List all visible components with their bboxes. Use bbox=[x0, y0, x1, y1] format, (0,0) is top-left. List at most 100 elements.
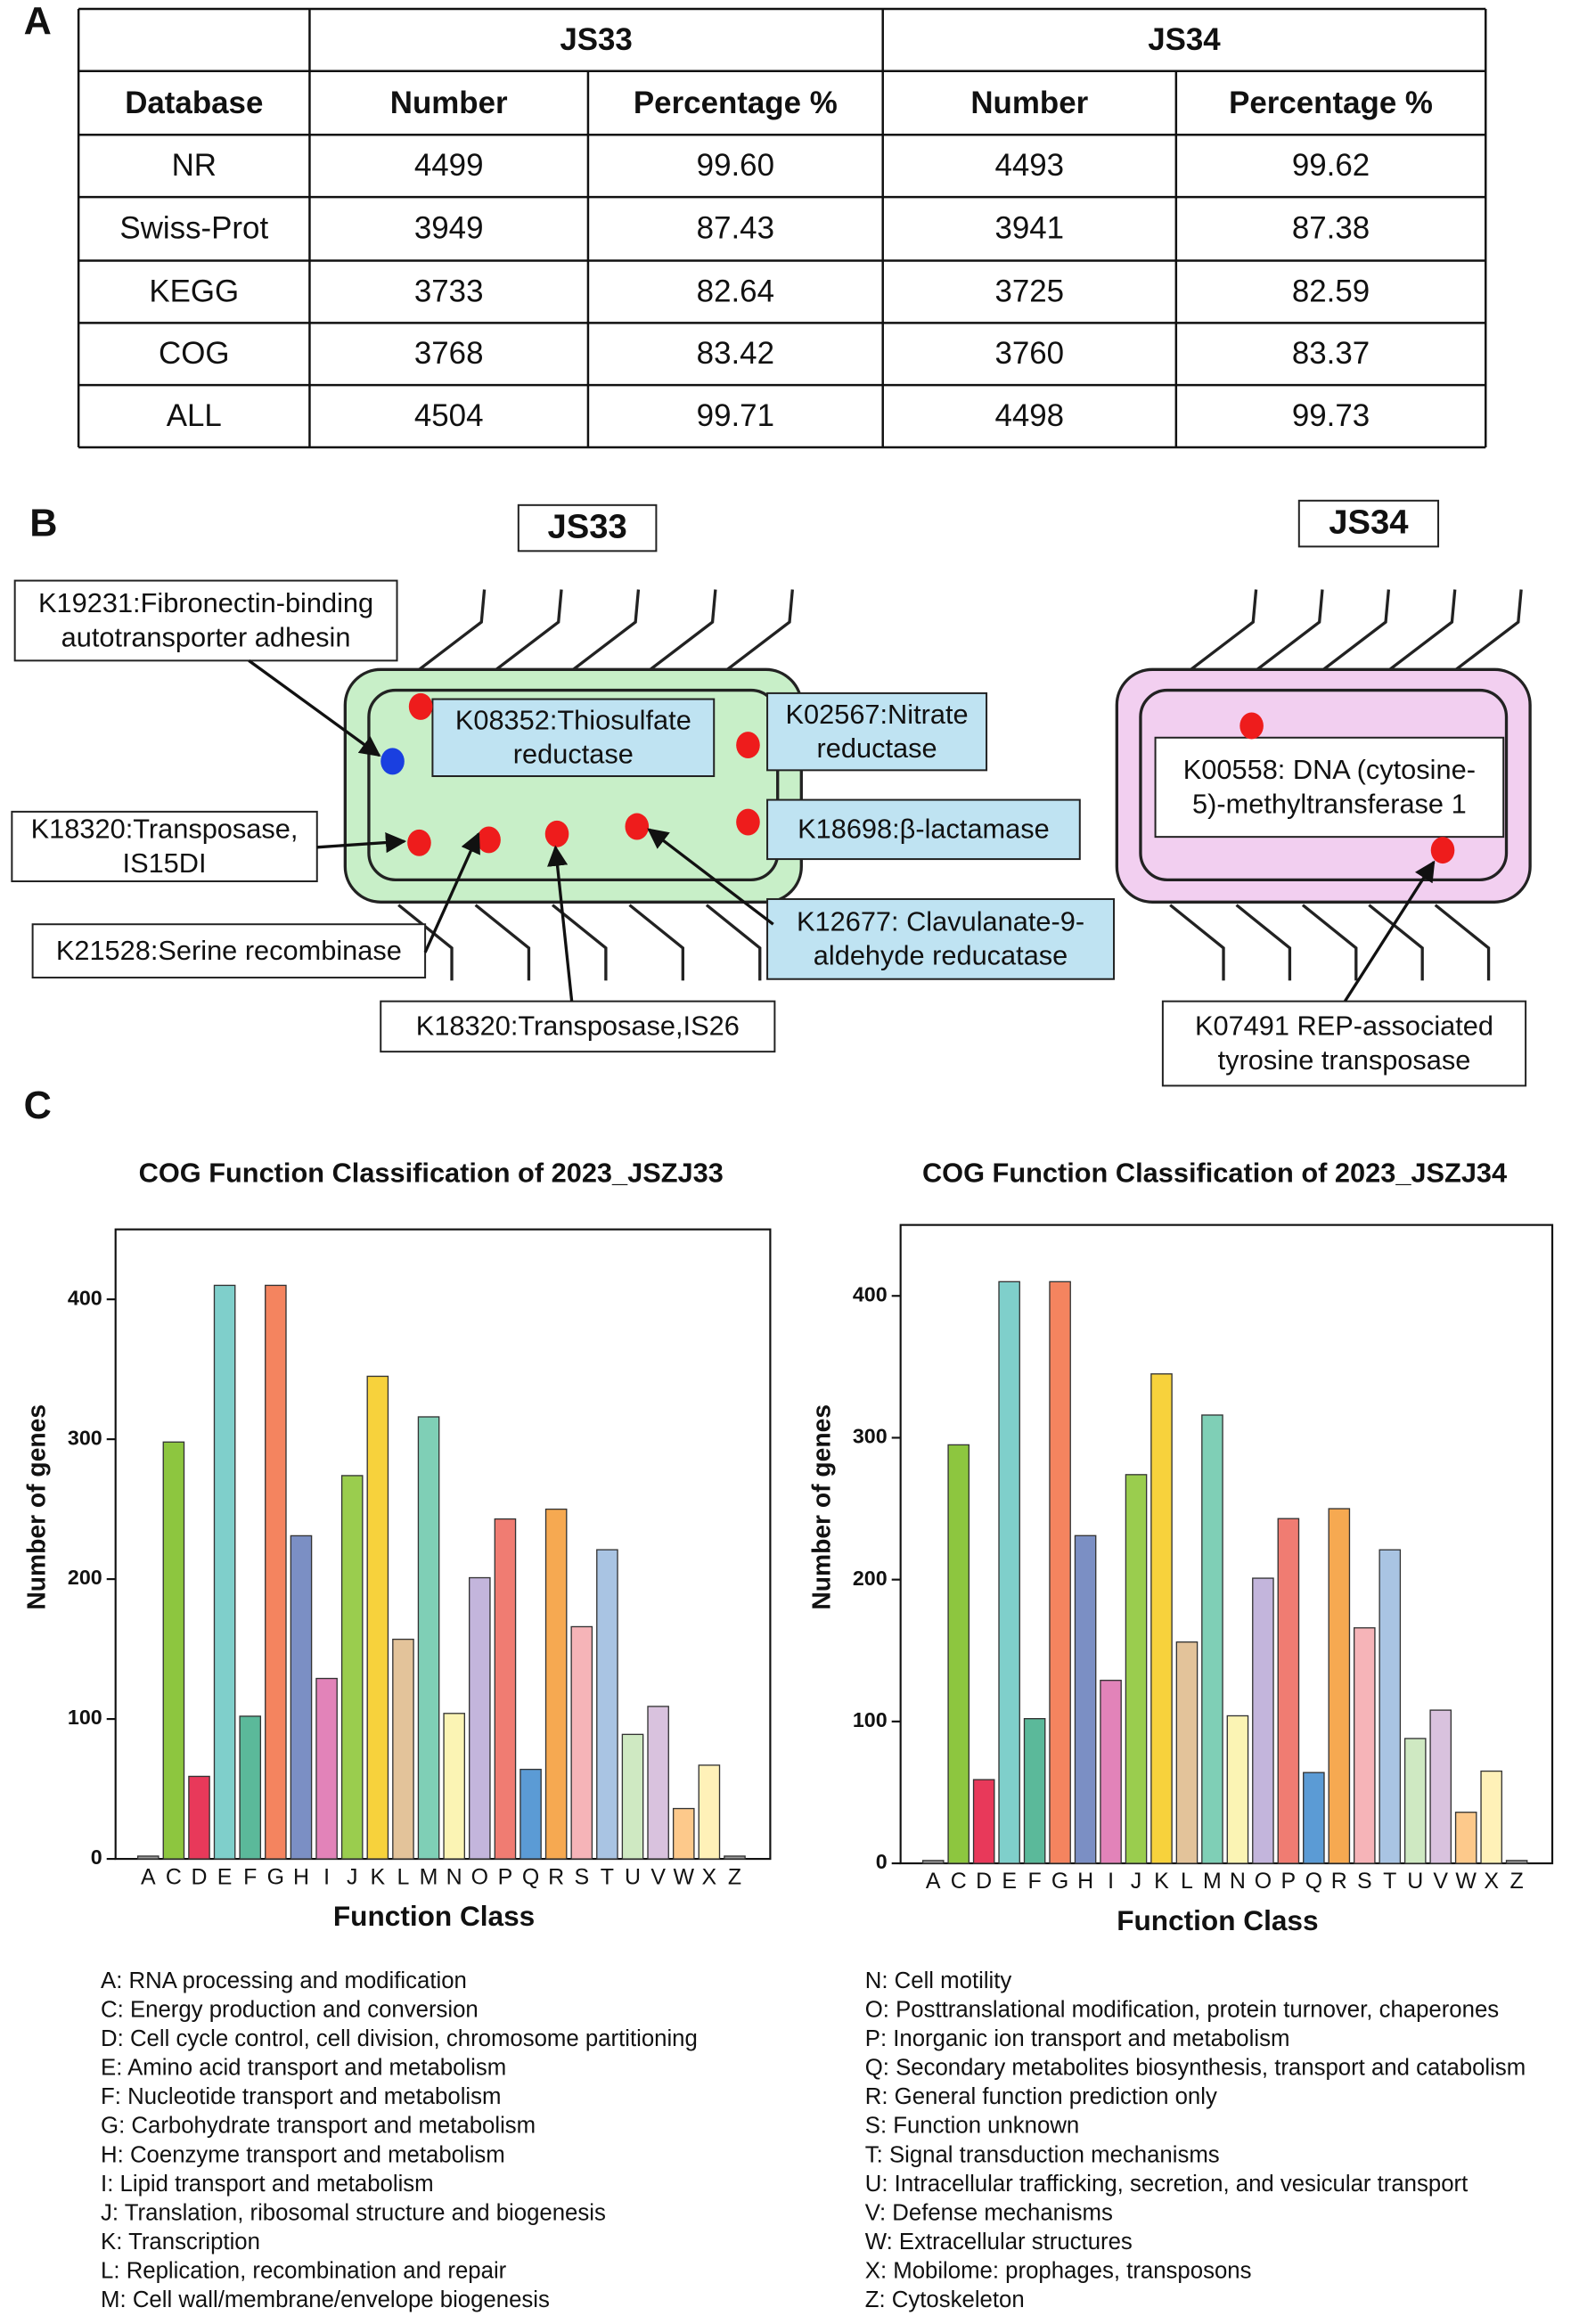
table-cell: 4498 bbox=[994, 398, 1064, 433]
annotation-text: K18698:β-lactamase bbox=[798, 814, 1050, 845]
panel-label: A bbox=[24, 0, 52, 43]
arrow bbox=[248, 659, 381, 757]
x-tick-label: U bbox=[625, 1864, 641, 1889]
y-tick-label: 100 bbox=[853, 1708, 888, 1731]
gene-dot bbox=[408, 692, 433, 720]
legend-entry: M: Cell wall/membrane/envelope biogenesi… bbox=[101, 2287, 550, 2312]
x-tick-label: P bbox=[498, 1864, 513, 1889]
legend-entry: T: Signal transduction mechanisms bbox=[865, 2142, 1220, 2167]
flagellum bbox=[1368, 904, 1424, 981]
x-tick-label: T bbox=[1383, 1869, 1396, 1894]
bar bbox=[417, 1416, 440, 1860]
x-tick-label: K bbox=[371, 1864, 386, 1889]
gene-dot bbox=[477, 826, 501, 854]
bar bbox=[494, 1518, 517, 1860]
gene-dot bbox=[1239, 712, 1264, 740]
bar bbox=[998, 1281, 1020, 1864]
annotation-text: K21528:Serine recombinase bbox=[56, 935, 402, 966]
x-tick-label: C bbox=[951, 1869, 967, 1894]
gene-dot bbox=[736, 732, 760, 759]
strain-name: JS34 bbox=[1329, 503, 1409, 542]
bar bbox=[1150, 1373, 1173, 1864]
flagellum bbox=[572, 589, 641, 671]
x-tick-label: D bbox=[192, 1864, 208, 1889]
bar bbox=[1303, 1772, 1325, 1864]
x-tick-label: U bbox=[1407, 1869, 1423, 1894]
bar bbox=[596, 1549, 618, 1860]
gene-dot bbox=[380, 748, 405, 775]
gene-dot bbox=[544, 820, 569, 847]
x-tick-label: R bbox=[1331, 1869, 1347, 1894]
annotation-box bbox=[1154, 736, 1505, 839]
table-cell: 83.42 bbox=[697, 336, 774, 371]
bar bbox=[520, 1768, 542, 1860]
strain-name: JS33 bbox=[547, 508, 626, 546]
annotation-text: 5)-methyltransferase 1 bbox=[1192, 788, 1467, 819]
x-tick-label: J bbox=[1131, 1869, 1141, 1894]
bar bbox=[1480, 1770, 1502, 1864]
table-cell: 82.64 bbox=[697, 274, 774, 308]
flagellum bbox=[1388, 589, 1457, 671]
x-tick-label: W bbox=[1455, 1869, 1477, 1894]
flagellum bbox=[628, 904, 684, 981]
bar bbox=[570, 1625, 593, 1860]
annotation-box bbox=[431, 698, 716, 777]
arrow bbox=[1343, 860, 1436, 1002]
arrow bbox=[547, 845, 574, 1002]
annotation-text: K12677: Clavulanate-9- bbox=[797, 906, 1084, 937]
legend-entry: L: Replication, recombination and repair bbox=[101, 2259, 507, 2284]
panel-label: C bbox=[24, 1084, 52, 1127]
legend-entry: R: General function prediction only bbox=[865, 2084, 1217, 2109]
legend-entry: O: Posttranslational modification, prote… bbox=[865, 1997, 1499, 2022]
bar bbox=[1226, 1714, 1249, 1864]
x-tick-label: V bbox=[650, 1864, 666, 1889]
annotation-text: reductase bbox=[513, 739, 634, 770]
legend-entry: K: Transcription bbox=[101, 2230, 260, 2254]
annotation-text: aldehyde reducatase bbox=[814, 940, 1068, 971]
table-cell: Swiss-Prot bbox=[119, 211, 268, 246]
bar bbox=[162, 1441, 185, 1860]
plot-frame bbox=[899, 1223, 1554, 1865]
flagellum bbox=[1190, 589, 1258, 671]
flagellum bbox=[418, 589, 487, 671]
legend-entry: A: RNA processing and modification bbox=[101, 1968, 467, 1993]
annotation-text: K07491 REP-associated bbox=[1195, 1011, 1493, 1042]
bar bbox=[1252, 1577, 1274, 1864]
legend-entry: P: Inorganic ion transport and metabolis… bbox=[865, 2026, 1290, 2051]
flagellum bbox=[1454, 589, 1523, 671]
x-tick-label: M bbox=[1203, 1869, 1222, 1894]
table-cell: 4493 bbox=[994, 148, 1064, 183]
table-cell: KEGG bbox=[149, 274, 239, 308]
flagellum bbox=[552, 904, 608, 981]
y-tick-label: 100 bbox=[68, 1706, 102, 1729]
x-axis-label: Function Class bbox=[333, 1900, 535, 1932]
bar bbox=[392, 1638, 414, 1860]
table-cell: 99.62 bbox=[1292, 148, 1370, 183]
x-tick-label: I bbox=[1108, 1869, 1114, 1894]
x-tick-label: X bbox=[1484, 1869, 1499, 1894]
table-group-header: JS33 bbox=[560, 22, 633, 57]
bar bbox=[136, 1855, 160, 1860]
bar bbox=[1429, 1709, 1452, 1864]
bar bbox=[1201, 1414, 1223, 1864]
table-cell: 82.59 bbox=[1292, 274, 1370, 308]
x-tick-label: S bbox=[1357, 1869, 1372, 1894]
bar bbox=[1379, 1549, 1402, 1864]
bar bbox=[947, 1444, 970, 1864]
bar bbox=[1353, 1627, 1376, 1864]
chart-title: COG Function Classification of 2023_JSZJ… bbox=[922, 1157, 1507, 1188]
table-cell: NR bbox=[172, 148, 217, 183]
table-cell: 87.38 bbox=[1292, 211, 1370, 246]
x-tick-label: I bbox=[323, 1864, 330, 1889]
x-tick-label: N bbox=[1230, 1869, 1246, 1894]
bar bbox=[544, 1508, 568, 1860]
x-tick-label: E bbox=[217, 1864, 233, 1889]
y-tick-label: 300 bbox=[853, 1425, 888, 1448]
panel-label: B bbox=[29, 503, 57, 545]
bar bbox=[1175, 1641, 1199, 1864]
annotation-box bbox=[1161, 1000, 1527, 1087]
gene-dot bbox=[407, 829, 431, 856]
flagellum bbox=[495, 589, 563, 671]
gene-dot bbox=[1430, 837, 1455, 864]
